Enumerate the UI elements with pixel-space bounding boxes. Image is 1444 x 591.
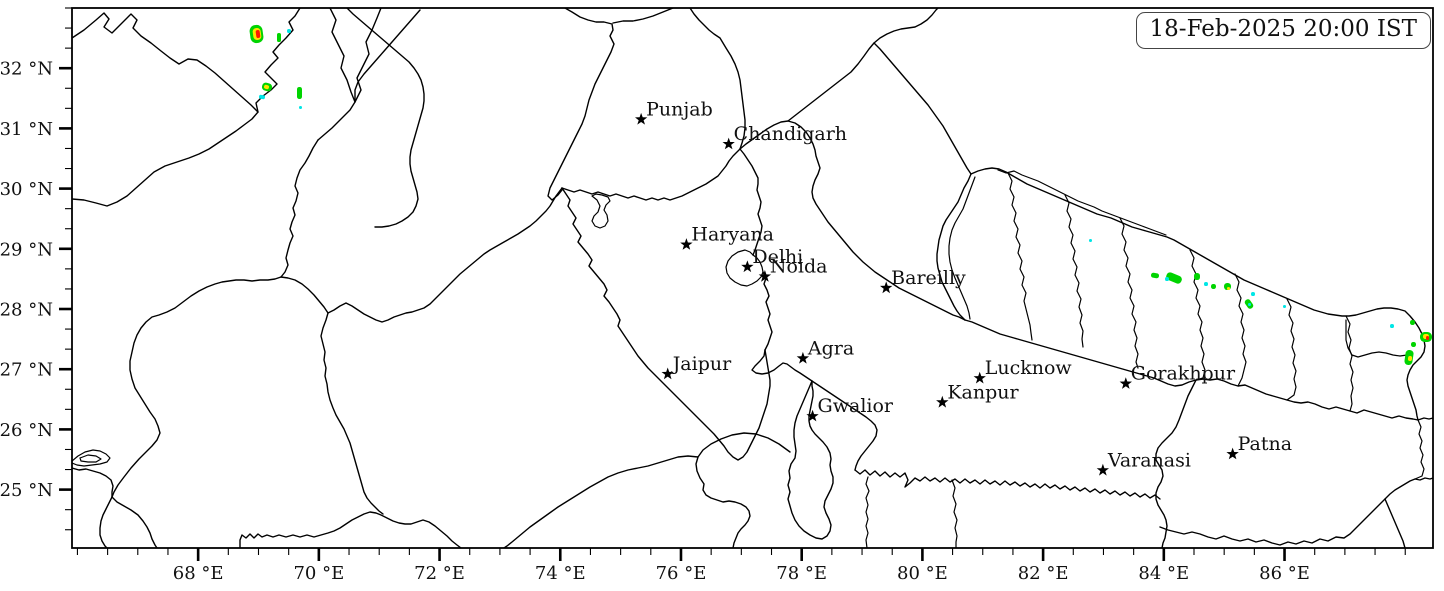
y-tick-label: 28 °N: [0, 300, 53, 321]
y-tick-label: 27 °N: [0, 360, 53, 381]
radar-echo-cyan: [1390, 324, 1394, 328]
radar-echo-cyan: [287, 29, 291, 33]
x-tick-label: 70 °E: [293, 563, 344, 584]
radar-echo-yellow: [263, 84, 270, 90]
city-star-marker: [1226, 447, 1239, 460]
city-label: Bareilly: [891, 267, 966, 289]
city-star-marker: [880, 281, 893, 294]
city-label: Jaipur: [671, 353, 732, 375]
radar-echo-green: [297, 87, 302, 99]
x-tick-label: 68 °E: [173, 563, 224, 584]
city-label: Chandigarh: [734, 123, 847, 145]
city-label: Lucknow: [985, 357, 1073, 379]
city-label: Gwalior: [818, 395, 894, 417]
radar-echo-green: [1410, 320, 1415, 325]
radar-echo-cyan: [299, 106, 302, 109]
radar-echo-red: [255, 29, 261, 39]
radar-echo-green: [1211, 284, 1216, 289]
city-star-marker: [741, 260, 754, 273]
x-tick-label: 80 °E: [897, 563, 948, 584]
radar-echo-yellow: [1227, 287, 1230, 290]
city-label: Delhi: [752, 246, 803, 268]
x-tick-label: 76 °E: [656, 563, 707, 584]
plot-frame: [71, 7, 1434, 549]
radar-echo-cyan: [1089, 239, 1092, 242]
city-label: Agra: [807, 337, 854, 359]
y-tick-label: 30 °N: [0, 179, 53, 200]
radar-echo-green: [1150, 272, 1160, 279]
radar-echo-cyan: [258, 94, 266, 100]
city-star-marker: [722, 137, 735, 150]
timestamp-box: 18-Feb-2025 20:00 IST: [1135, 12, 1431, 49]
radar-echo-red: [1426, 336, 1429, 340]
axis-ticks: [59, 7, 1406, 561]
x-tick-label: 74 °E: [535, 563, 586, 584]
radar-echo-cyan: [1165, 277, 1169, 281]
x-tick-label: 84 °E: [1138, 563, 1189, 584]
x-tick-label: 82 °E: [1018, 563, 1069, 584]
radar-echo-cyan: [1251, 292, 1255, 296]
radar-echo-yellow: [1407, 355, 1413, 362]
radar-echo-green: [1166, 272, 1182, 284]
city-star-marker: [1119, 377, 1132, 389]
radar-echo-cyan: [1248, 303, 1251, 306]
timestamp-text: 18-Feb-2025 20:00 IST: [1149, 16, 1417, 42]
city-star-marker: [973, 371, 986, 384]
city-label: Haryana: [691, 224, 774, 246]
radar-echo-cyan: [1204, 282, 1208, 286]
city-label: Varanasi: [1107, 449, 1191, 471]
city-star-marker: [1096, 463, 1109, 476]
radar-echo-layer: [249, 24, 1432, 366]
radar-echo-green: [1411, 342, 1416, 347]
radar-echo-green: [277, 33, 281, 42]
city-star-marker: [758, 270, 772, 282]
x-tick-label: 78 °E: [776, 563, 827, 584]
city-star-marker: [806, 409, 819, 422]
city-label: Gorakhpur: [1131, 363, 1236, 385]
city-label: Punjab: [646, 98, 713, 120]
axis-tick-labels: 68 °E 70 °E 72 °E 74 °E 76 °E 78 °E 80 °E 82 °E…: [0, 59, 1310, 584]
city-star-marker: [635, 112, 648, 125]
radar-echo-green: [1194, 273, 1200, 280]
y-tick-label: 32 °N: [0, 59, 53, 80]
state-boundaries: [72, 8, 1433, 548]
y-tick-label: 29 °N: [0, 239, 53, 260]
city-star-marker: [680, 238, 693, 250]
x-tick-label: 86 °E: [1259, 563, 1310, 584]
city-label: Kanpur: [947, 381, 1019, 403]
city-star-marker: [661, 367, 674, 380]
y-tick-label: 26 °N: [0, 420, 53, 441]
radar-echo-cyan: [1283, 305, 1286, 308]
x-tick-label: 72 °E: [414, 563, 465, 584]
city-label: Noida: [770, 255, 828, 277]
city-star-marker: [936, 395, 949, 408]
y-tick-label: 25 °N: [0, 480, 53, 501]
y-tick-label: 31 °N: [0, 119, 53, 140]
city-star-marker: [796, 351, 810, 364]
city-label: Patna: [1238, 433, 1292, 455]
